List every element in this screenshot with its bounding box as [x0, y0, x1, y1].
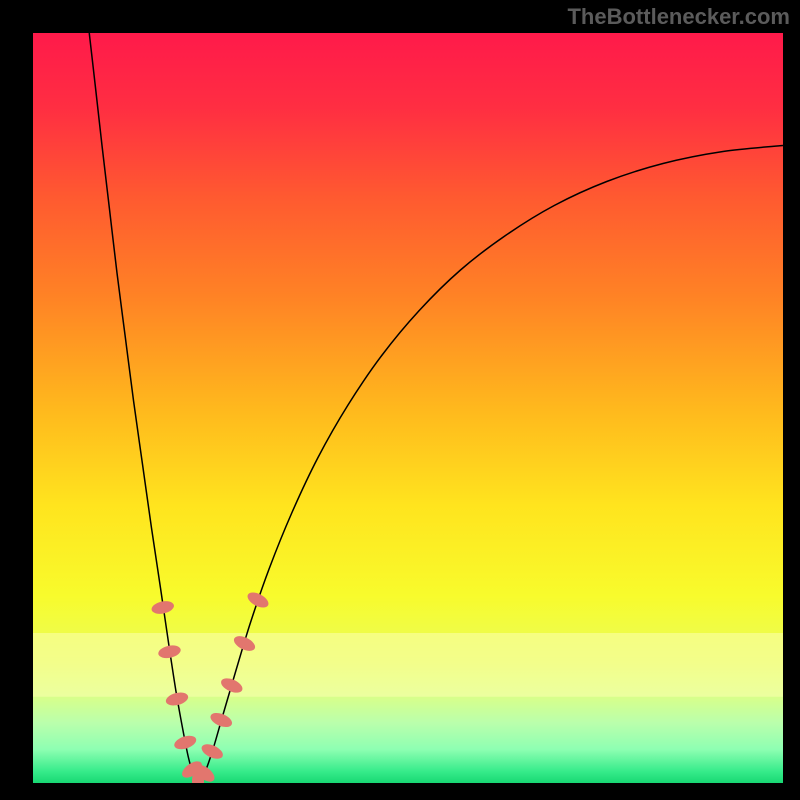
watermark-text: TheBottlenecker.com: [567, 4, 790, 30]
chart-svg: [33, 33, 783, 783]
plot-area: [33, 33, 783, 783]
chart-root: TheBottlenecker.com: [0, 0, 800, 800]
